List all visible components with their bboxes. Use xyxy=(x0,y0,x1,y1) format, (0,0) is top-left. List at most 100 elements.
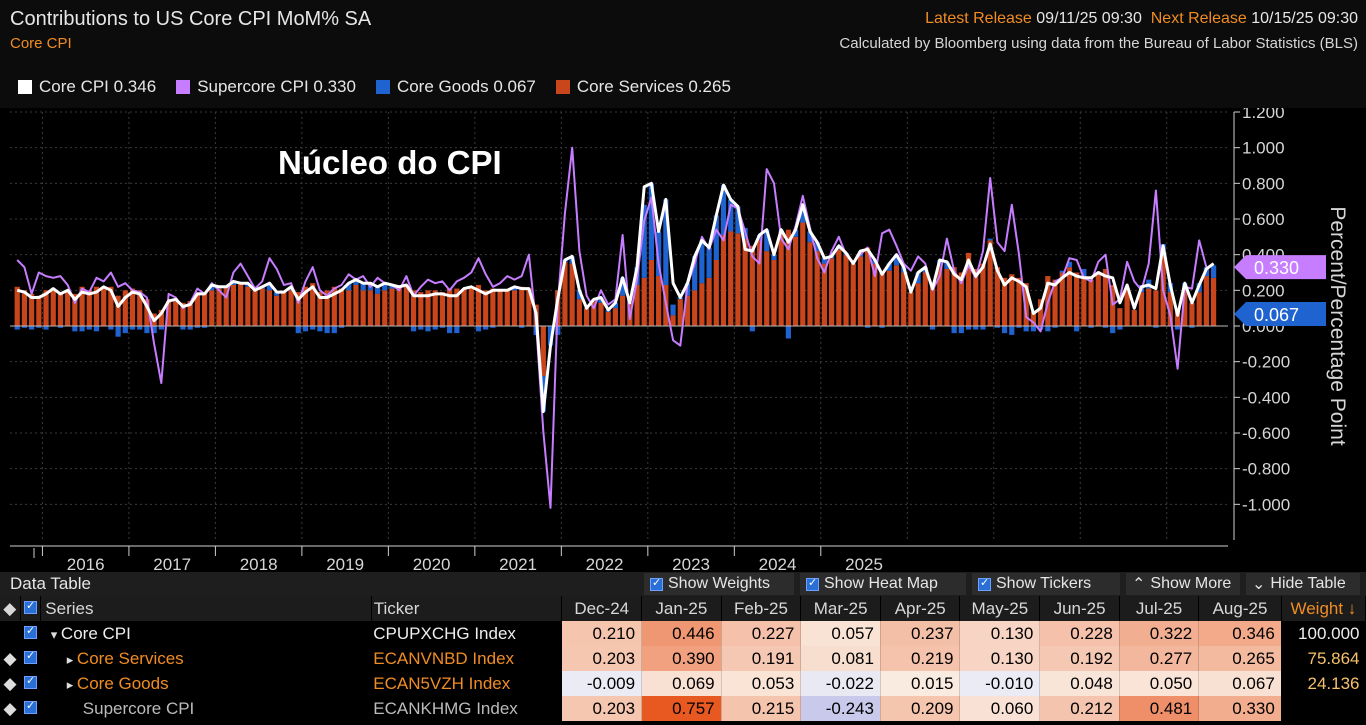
value-cell[interactable]: 0.219 xyxy=(880,646,961,671)
column-header-month[interactable]: Apr-25 xyxy=(880,596,961,621)
row-checkbox[interactable] xyxy=(20,671,41,696)
chart-subtitle[interactable]: Core CPI xyxy=(10,35,72,52)
value-cell[interactable]: 0.277 xyxy=(1119,646,1200,671)
value-cell[interactable]: 0.060 xyxy=(959,696,1041,721)
show-weights-toggle[interactable]: Show Weights xyxy=(644,573,794,595)
ticker-cell[interactable]: CPUPXCHG Index xyxy=(371,621,562,646)
legend-item-supercore-cpi[interactable]: Supercore CPI 0.330 xyxy=(176,77,356,97)
select-all-checkbox[interactable] xyxy=(20,596,42,621)
row-settings-icon[interactable]: ◆ xyxy=(0,671,21,696)
legend-item-core-services[interactable]: Core Services 0.265 xyxy=(555,77,731,97)
column-header-series[interactable]: Series xyxy=(40,596,372,621)
column-header-month[interactable]: Dec-24 xyxy=(561,596,643,621)
expand-icon[interactable]: ▸ xyxy=(66,651,77,667)
show-heat-map-toggle[interactable]: Show Heat Map xyxy=(800,573,966,595)
expand-icon[interactable]: ▸ xyxy=(66,676,77,692)
row-checkbox[interactable] xyxy=(20,646,41,671)
series-name-cell[interactable]: ▾ Core CPI xyxy=(40,621,372,646)
row-checkbox[interactable] xyxy=(20,696,41,721)
value-cell[interactable]: 0.203 xyxy=(561,646,643,671)
bar-core-goods xyxy=(338,326,345,328)
value-cell[interactable]: 0.048 xyxy=(1039,671,1120,696)
value-cell[interactable]: 0.228 xyxy=(1039,621,1120,646)
bar-core-goods xyxy=(411,326,417,332)
series-name-cell[interactable]: ▸ Core Services xyxy=(40,646,372,671)
ticker-cell[interactable]: ECANVNBD Index xyxy=(371,646,562,671)
ticker-cell[interactable]: ECANKHMG Index xyxy=(371,696,562,721)
column-header-month[interactable]: Aug-25 xyxy=(1198,596,1282,621)
row-settings-icon[interactable]: ◆ xyxy=(0,696,21,721)
value-cell[interactable]: 0.081 xyxy=(800,646,881,671)
row-settings-icon[interactable] xyxy=(0,621,21,646)
legend-swatch xyxy=(176,80,191,94)
bar-core-services xyxy=(886,270,892,326)
value-cell[interactable]: 0.446 xyxy=(641,621,722,646)
value-cell[interactable]: 0.757 xyxy=(641,696,722,721)
value-cell[interactable]: 0.215 xyxy=(721,696,802,721)
value-cell[interactable]: 0.053 xyxy=(721,671,802,696)
value-cell[interactable]: 0.212 xyxy=(1039,696,1120,721)
value-cell[interactable]: 0.130 xyxy=(959,621,1041,646)
value-cell[interactable]: -0.243 xyxy=(800,696,881,721)
value-cell[interactable]: 0.237 xyxy=(880,621,961,646)
column-header-month[interactable]: Feb-25 xyxy=(721,596,802,621)
value-cell[interactable]: 0.130 xyxy=(959,646,1041,671)
column-header-month[interactable]: Jul-25 xyxy=(1119,596,1200,621)
value-cell[interactable]: 0.390 xyxy=(641,646,722,671)
value-cell[interactable]: 0.067 xyxy=(1198,671,1282,696)
column-header-ticker[interactable]: Ticker xyxy=(371,596,563,621)
bar-core-goods xyxy=(735,206,741,234)
row-settings-icon[interactable]: ◆ xyxy=(0,646,21,671)
bar-core-goods xyxy=(1059,270,1065,273)
hide-table-button[interactable]: ⌄ Hide Table xyxy=(1246,573,1360,595)
value-cell[interactable]: -0.010 xyxy=(959,671,1041,696)
chart-area[interactable]: 1.2001.0000.8000.6000.4000.2000.000-0.20… xyxy=(0,108,1366,572)
line-core-cpi xyxy=(16,181,1215,414)
show-tickers-toggle[interactable]: Show Tickers xyxy=(972,573,1120,595)
value-cell[interactable]: 0.227 xyxy=(721,621,802,646)
bar-core-services xyxy=(338,288,345,326)
value-cell[interactable]: 0.057 xyxy=(800,621,881,646)
bar-core-goods xyxy=(973,326,979,330)
value-cell[interactable]: 0.069 xyxy=(641,671,722,696)
value-cell[interactable]: 0.346 xyxy=(1198,621,1282,646)
column-header-month[interactable]: May-25 xyxy=(959,596,1041,621)
value-cell[interactable]: 0.322 xyxy=(1119,621,1200,646)
value-cell[interactable]: 0.050 xyxy=(1119,671,1200,696)
bar-core-services xyxy=(670,315,676,326)
ticker-cell[interactable]: ECAN5VZH Index xyxy=(371,671,562,696)
value-cell[interactable]: -0.022 xyxy=(800,671,881,696)
legend-item-core-goods[interactable]: Core Goods 0.067 xyxy=(375,77,536,97)
bar-core-goods xyxy=(180,326,186,330)
series-name-cell[interactable]: Supercore CPI xyxy=(40,696,372,721)
value-cell[interactable]: 0.191 xyxy=(721,646,802,671)
value-cell[interactable]: 0.203 xyxy=(561,696,643,721)
bar-core-services xyxy=(850,263,856,326)
bar-core-services xyxy=(115,295,121,326)
value-cell[interactable]: 0.481 xyxy=(1119,696,1200,721)
value-cell[interactable]: 0.265 xyxy=(1198,646,1282,671)
bar-core-goods xyxy=(86,326,92,330)
value-cell[interactable]: 0.330 xyxy=(1198,696,1282,721)
row-checkbox[interactable] xyxy=(20,621,41,646)
collapse-icon[interactable]: ▾ xyxy=(50,626,61,642)
legend-item-core-cpi[interactable]: Core CPI 0.346 xyxy=(18,77,156,97)
settings-icon[interactable]: ◆ xyxy=(0,596,21,621)
column-header-month[interactable]: Jan-25 xyxy=(641,596,722,621)
column-header-weight[interactable]: Weight ↓ xyxy=(1281,596,1366,621)
button-label: Show Tickers xyxy=(996,575,1092,592)
bar-core-services xyxy=(274,295,280,326)
value-cell[interactable]: 0.209 xyxy=(880,696,961,721)
value-cell[interactable]: -0.009 xyxy=(561,671,643,696)
show-more-button[interactable]: ⌃ Show More xyxy=(1126,573,1240,595)
column-header-month[interactable]: Jun-25 xyxy=(1039,596,1120,621)
value-cell[interactable]: 0.192 xyxy=(1039,646,1120,671)
value-cell[interactable]: 0.015 xyxy=(880,671,961,696)
column-header-month[interactable]: Mar-25 xyxy=(800,596,881,621)
value-cell[interactable]: 0.210 xyxy=(561,621,643,646)
series-name-cell[interactable]: ▸ Core Goods xyxy=(40,671,372,696)
